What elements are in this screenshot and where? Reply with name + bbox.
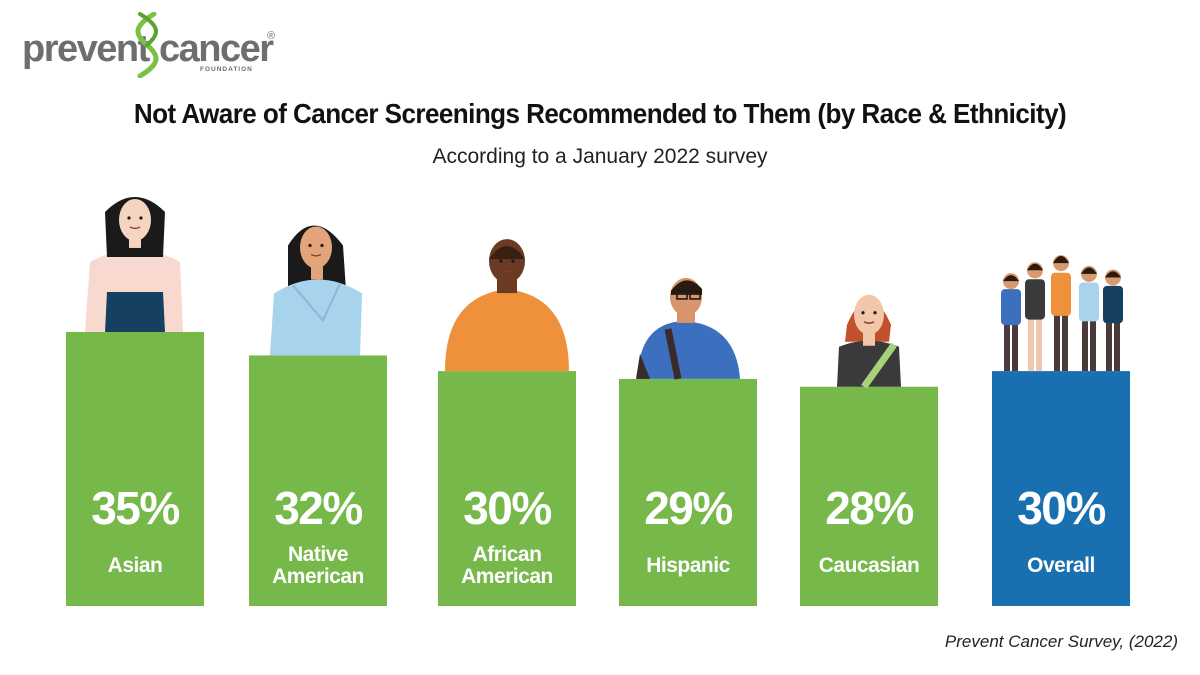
category-label-overall: Overall bbox=[1027, 554, 1095, 577]
bar-asian bbox=[66, 331, 204, 606]
value-label-caucasian: 28% bbox=[825, 482, 913, 534]
caucasian-woman-figure bbox=[837, 294, 901, 389]
logo-foundation: FOUNDATION bbox=[200, 66, 253, 73]
chart-title: Not Aware of Cancer Screenings Recommend… bbox=[133, 98, 1067, 129]
bar-hispanic bbox=[619, 378, 757, 606]
registered-mark: ® bbox=[267, 30, 276, 42]
value-label-overall: 30% bbox=[1017, 482, 1105, 534]
bar-native-american bbox=[249, 355, 387, 606]
value-label-african-american: 30% bbox=[463, 482, 551, 534]
african-american-man-figure bbox=[445, 239, 569, 372]
native-american-woman-figure bbox=[270, 225, 362, 356]
category-label-hispanic: Hispanic bbox=[646, 554, 730, 577]
category-label-african-american-line-1: African bbox=[473, 543, 542, 566]
value-label-hispanic: 29% bbox=[644, 482, 732, 534]
source-note: Prevent Cancer Survey, (2022) bbox=[944, 632, 1178, 651]
bar-caucasian bbox=[800, 386, 938, 606]
prevent-cancer-logo: prevent cancer ® FOUNDATION bbox=[22, 12, 302, 78]
category-label-african-american-line-2: American bbox=[461, 565, 553, 588]
category-label-native-american-line-2: American bbox=[272, 565, 364, 588]
bar-african-american bbox=[438, 371, 576, 606]
asian-woman-figure bbox=[85, 196, 183, 332]
value-label-native-american: 32% bbox=[274, 482, 362, 534]
overall-group-figure bbox=[1001, 255, 1123, 372]
logo-word-prevent: prevent bbox=[22, 28, 150, 70]
category-label-native-american-line-1: Native bbox=[288, 543, 348, 566]
hispanic-man-figure bbox=[636, 277, 740, 380]
category-label-asian: Asian bbox=[108, 554, 163, 577]
logo-word-cancer: cancer bbox=[159, 28, 274, 70]
bar-overall bbox=[992, 371, 1130, 606]
category-label-caucasian: Caucasian bbox=[819, 554, 920, 577]
dna-ribbon-icon bbox=[135, 12, 159, 78]
value-label-asian: 35% bbox=[91, 482, 179, 534]
chart-subtitle: According to a January 2022 survey bbox=[432, 145, 768, 168]
